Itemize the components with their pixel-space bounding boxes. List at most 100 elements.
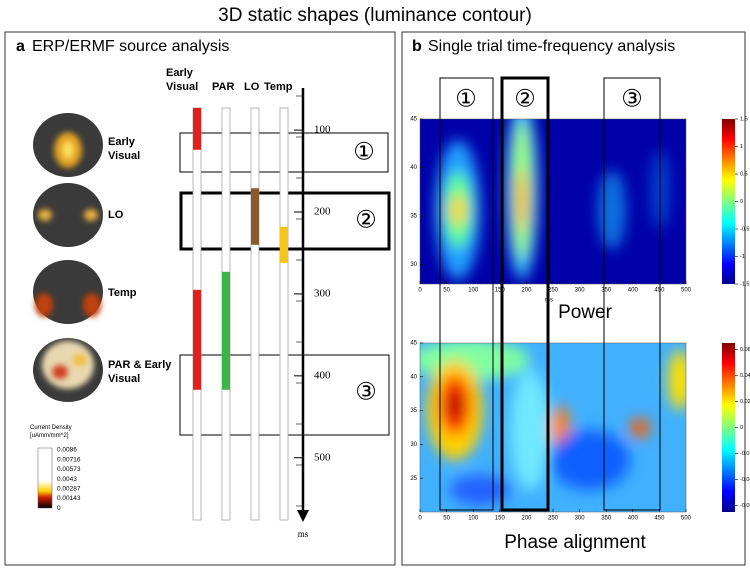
y-tick-label: 40 [410, 374, 417, 380]
x-tick-label: 300 [575, 516, 586, 522]
window-marker: ② [514, 85, 536, 113]
x-tick-label: 450 [654, 288, 665, 294]
window-marker: ① [455, 85, 477, 113]
region-label: Temp [108, 287, 137, 299]
colorbar-tick-label: 0.06 [740, 347, 750, 353]
phase-colorbar [722, 343, 735, 512]
timeline-tick-label: 400 [314, 369, 331, 381]
window-marker: ② [355, 206, 377, 234]
timeline-tick-label: 300 [314, 287, 331, 299]
colorbar-tick-label: -0.02 [740, 451, 750, 457]
x-tick-label: 200 [521, 516, 532, 522]
legend-label: 0.00143 [57, 495, 81, 502]
timeline-tick-label: 500 [314, 451, 331, 463]
colorbar-tick-label: -1 [740, 254, 745, 260]
legend-label: 0 [57, 505, 61, 512]
column-header: LO [244, 81, 260, 93]
y-tick-label: 35 [410, 214, 417, 220]
colorbar-tick-label: 1 [740, 144, 743, 150]
panel-letter: a [16, 38, 25, 55]
legend-label: 0.0043 [57, 476, 77, 483]
timeline-tick-label: 100 [314, 124, 331, 136]
colorbar-tick-label: -0.04 [740, 477, 750, 483]
timeline-unit: ms [298, 529, 309, 539]
colorbar-tick-label: 0 [740, 199, 743, 205]
window-marker: ① [353, 138, 375, 166]
x-tick-label: 400 [628, 516, 639, 522]
timeline-arrow [297, 510, 309, 522]
legend-label: 0.00287 [57, 486, 81, 493]
legend-colorbar [37, 447, 53, 509]
x-tick-label: 50 [443, 516, 450, 522]
x-tick-label: 150 [495, 516, 506, 522]
x-tick-label: 400 [628, 288, 639, 294]
colorbar-tick-label: 0.04 [740, 373, 750, 379]
power-heatmap [420, 119, 686, 284]
window-marker: ③ [621, 85, 643, 113]
colorbar-tick-label: 0 [740, 425, 743, 431]
x-tick-label: 500 [681, 516, 692, 522]
colorbar-tick-label: 0.5 [740, 171, 748, 177]
activation-window [251, 188, 259, 245]
heatmap-label: Power [558, 302, 613, 323]
x-tick-label: 300 [575, 288, 586, 294]
x-tick-label: 500 [681, 288, 692, 294]
x-tick-label: 350 [601, 288, 612, 294]
legend-title: Current Density [uAmm/mm^2] [30, 425, 72, 439]
panel-letter: b [412, 38, 422, 55]
column-track [279, 107, 289, 521]
colorbar-tick-label: 0.02 [740, 399, 750, 405]
y-tick-label: 45 [410, 117, 417, 123]
figure-title: 3D static shapes (luminance contour) [218, 5, 532, 26]
activation-window [193, 289, 201, 390]
x-tick-label: 250 [548, 516, 559, 522]
legend-label: 0.0086 [57, 447, 77, 454]
x-tick-label: 350 [601, 516, 612, 522]
activation-window [193, 108, 201, 150]
x-tick-label: 250 [548, 288, 559, 294]
window-box [439, 77, 494, 511]
window-box [500, 76, 550, 512]
window-box [603, 77, 661, 511]
x-tick-label: 450 [654, 516, 665, 522]
activation-window [222, 271, 230, 390]
power-colorbar [722, 119, 735, 284]
legend-label: 0.00716 [57, 456, 81, 463]
heatmap-label: Phase alignment [504, 532, 646, 553]
panel-title: ERP/ERMF source analysis [32, 38, 229, 55]
y-tick-label: 35 [410, 408, 417, 414]
panel-b-frame [401, 31, 746, 566]
timeline-tick-label: 200 [314, 206, 331, 218]
y-tick-label: 30 [410, 442, 417, 448]
x-axis-unit: ms [545, 298, 553, 304]
region-label: LO [108, 209, 124, 221]
colorbar-tick-label: -0.5 [740, 226, 749, 232]
activation-window [280, 226, 288, 263]
column-header: PAR [212, 81, 235, 93]
x-tick-label: 150 [495, 288, 506, 294]
phase-heatmap [420, 343, 686, 512]
region-label: Early Visual [108, 136, 141, 162]
x-tick-label: 0 [418, 516, 422, 522]
colorbar-tick-label: 1.5 [740, 116, 748, 122]
y-tick-label: 25 [410, 476, 417, 482]
panel-title: Single trial time-frequency analysis [428, 38, 675, 55]
y-tick-label: 30 [410, 262, 417, 268]
x-tick-label: 0 [418, 288, 422, 294]
x-tick-label: 100 [468, 288, 479, 294]
x-tick-label: 100 [468, 516, 479, 522]
panel-a-frame [4, 31, 396, 566]
column-header: Temp [264, 81, 293, 93]
window-marker: ③ [355, 378, 377, 406]
y-tick-label: 40 [410, 165, 417, 171]
colorbar-tick-label: -1.5 [740, 281, 749, 287]
x-tick-label: 200 [521, 288, 532, 294]
legend-label: 0.00573 [57, 466, 81, 473]
column-header: Early Visual [166, 67, 199, 93]
column-track [250, 107, 260, 521]
colorbar-tick-label: -0.06 [740, 503, 750, 509]
x-tick-label: 50 [443, 288, 450, 294]
y-tick-label: 45 [410, 341, 417, 347]
